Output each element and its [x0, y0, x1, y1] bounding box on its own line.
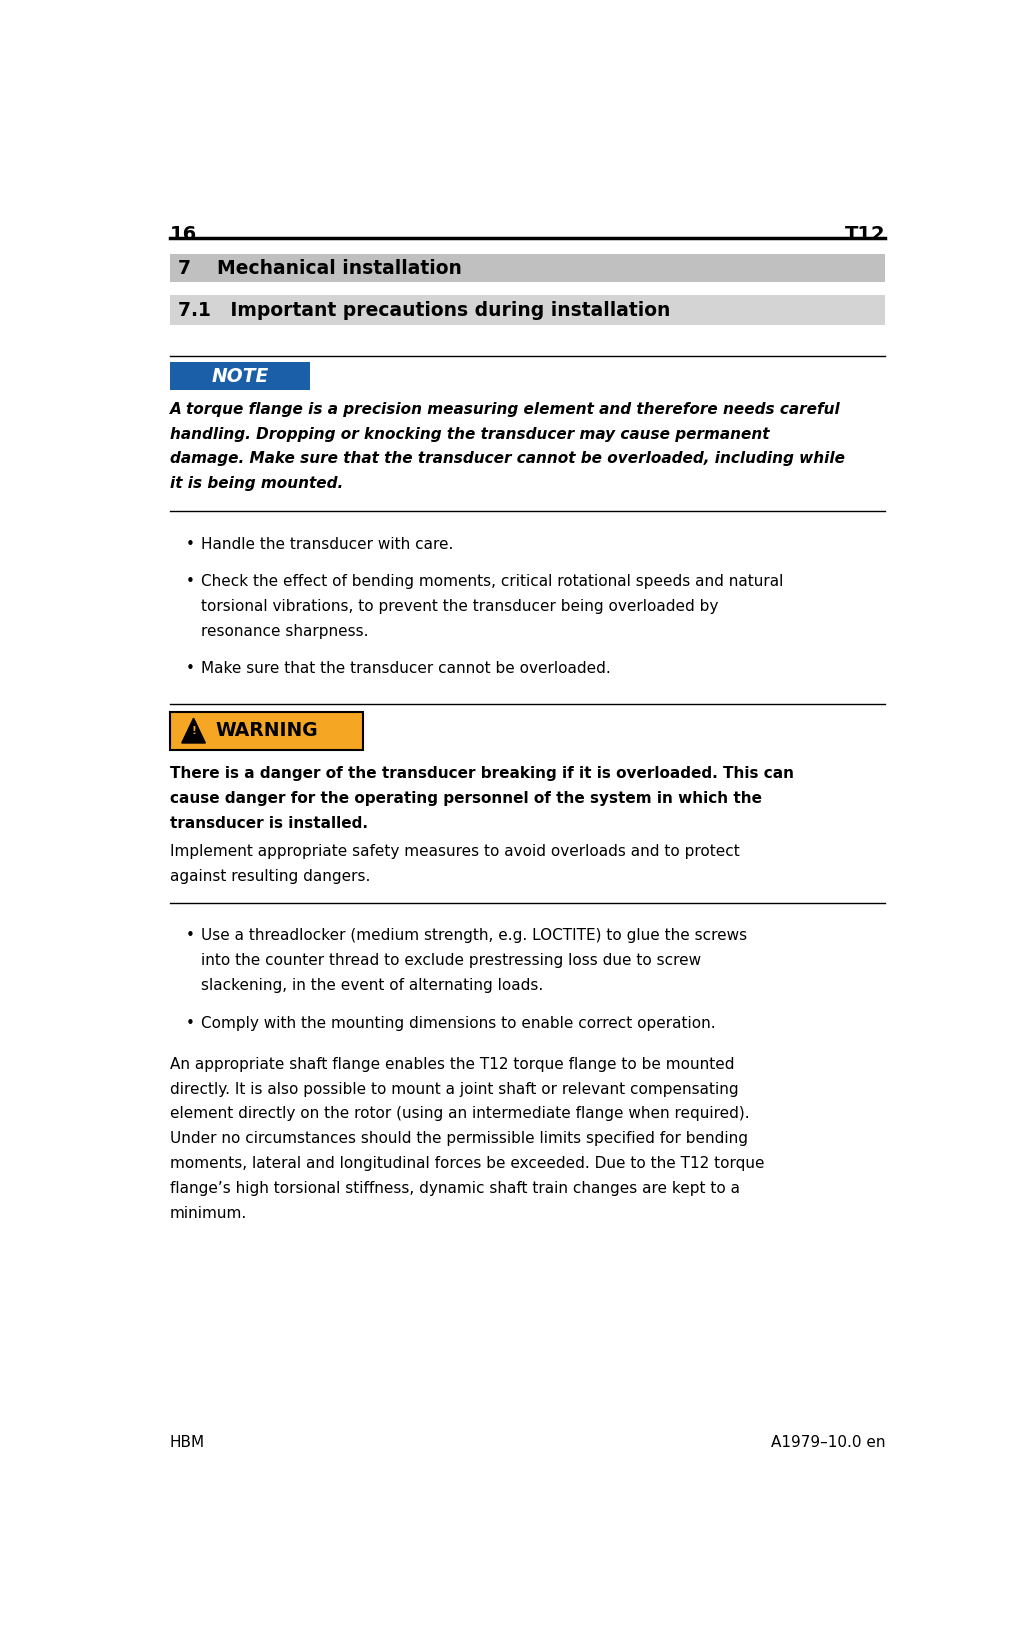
Text: transducer is installed.: transducer is installed. [170, 816, 368, 831]
Text: flange’s high torsional stiffness, dynamic shaft train changes are kept to a: flange’s high torsional stiffness, dynam… [170, 1181, 740, 1196]
Text: HBM: HBM [170, 1436, 205, 1450]
Text: A1979–10.0 en: A1979–10.0 en [771, 1436, 885, 1450]
Text: Use a threadlocker (medium strength, e.g. LOCTITE) to glue the screws: Use a threadlocker (medium strength, e.g… [202, 928, 747, 943]
Text: directly. It is also possible to mount a joint shaft or relevant compensating: directly. It is also possible to mount a… [170, 1082, 738, 1097]
Text: against resulting dangers.: against resulting dangers. [170, 869, 370, 884]
Text: •: • [186, 661, 195, 676]
Polygon shape [182, 719, 205, 743]
Text: Handle the transducer with care.: Handle the transducer with care. [202, 537, 454, 552]
Text: A torque flange is a precision measuring element and therefore needs careful: A torque flange is a precision measuring… [170, 401, 841, 416]
FancyBboxPatch shape [170, 362, 310, 390]
Text: There is a danger of the transducer breaking if it is overloaded. This can: There is a danger of the transducer brea… [170, 767, 794, 781]
Text: NOTE: NOTE [211, 367, 269, 387]
Text: moments, lateral and longitudinal forces be exceeded. Due to the T12 torque: moments, lateral and longitudinal forces… [170, 1156, 765, 1171]
Text: •: • [186, 1016, 195, 1031]
Text: 7    Mechanical installation: 7 Mechanical installation [177, 259, 461, 278]
Text: torsional vibrations, to prevent the transducer being overloaded by: torsional vibrations, to prevent the tra… [202, 600, 719, 615]
FancyBboxPatch shape [170, 712, 363, 750]
Text: into the counter thread to exclude prestressing loss due to screw: into the counter thread to exclude prest… [202, 953, 702, 968]
Text: WARNING: WARNING [216, 720, 318, 740]
Text: handling. Dropping or knocking the transducer may cause permanent: handling. Dropping or knocking the trans… [170, 426, 770, 441]
Text: 7.1   Important precautions during installation: 7.1 Important precautions during install… [177, 301, 670, 320]
Text: •: • [186, 575, 195, 590]
Text: minimum.: minimum. [170, 1206, 247, 1221]
Text: damage. Make sure that the transducer cannot be overloaded, including while: damage. Make sure that the transducer ca… [170, 451, 845, 466]
Text: Comply with the mounting dimensions to enable correct operation.: Comply with the mounting dimensions to e… [202, 1016, 716, 1031]
Text: •: • [186, 928, 195, 943]
FancyBboxPatch shape [170, 296, 885, 325]
Text: Implement appropriate safety measures to avoid overloads and to protect: Implement appropriate safety measures to… [170, 844, 740, 859]
Text: it is being mounted.: it is being mounted. [170, 476, 343, 491]
Text: resonance sharpness.: resonance sharpness. [202, 624, 369, 639]
Text: Under no circumstances should the permissible limits specified for bending: Under no circumstances should the permis… [170, 1132, 748, 1146]
Text: cause danger for the operating personnel of the system in which the: cause danger for the operating personnel… [170, 791, 762, 806]
FancyBboxPatch shape [170, 254, 885, 282]
Text: Check the effect of bending moments, critical rotational speeds and natural: Check the effect of bending moments, cri… [202, 575, 784, 590]
Text: An appropriate shaft flange enables the T12 torque flange to be mounted: An appropriate shaft flange enables the … [170, 1057, 734, 1072]
Text: •: • [186, 537, 195, 552]
Text: element directly on the rotor (using an intermediate flange when required).: element directly on the rotor (using an … [170, 1107, 749, 1122]
Text: !: ! [191, 727, 196, 737]
Text: Make sure that the transducer cannot be overloaded.: Make sure that the transducer cannot be … [202, 661, 611, 676]
Text: 16: 16 [170, 225, 197, 244]
Text: slackening, in the event of alternating loads.: slackening, in the event of alternating … [202, 978, 544, 993]
Text: T12: T12 [845, 225, 885, 244]
